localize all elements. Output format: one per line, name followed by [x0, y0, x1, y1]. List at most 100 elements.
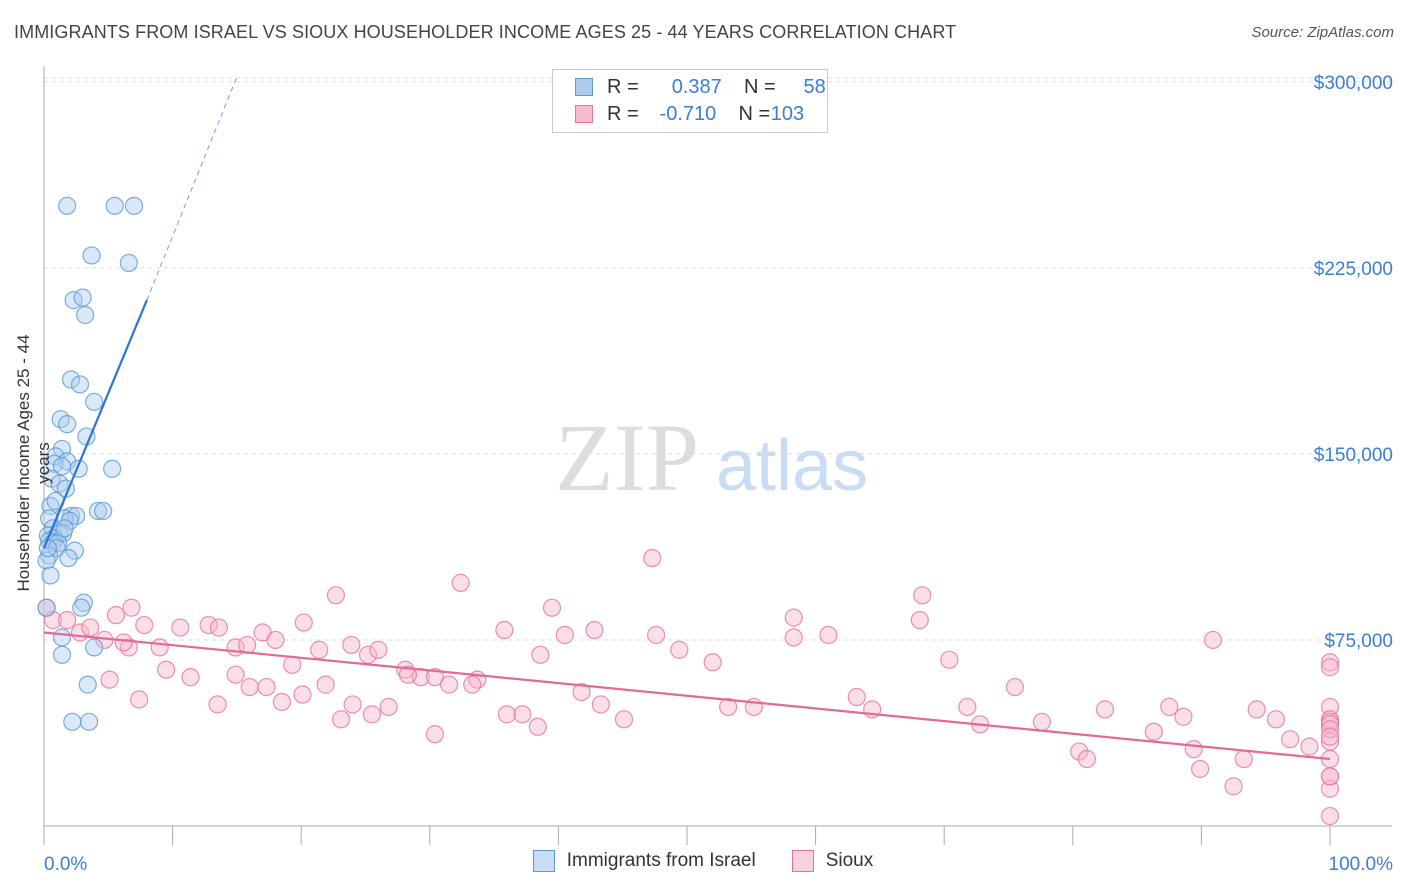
sioux-point: [240, 677, 259, 697]
sioux-point: [719, 697, 738, 717]
sioux-point: [1224, 777, 1243, 796]
sioux-point: [1281, 730, 1300, 749]
chart-title: IMMIGRANTS FROM ISRAEL VS SIOUX HOUSEHOL…: [14, 22, 957, 42]
sioux-point: [342, 635, 361, 655]
r-label: R =: [607, 75, 639, 98]
legend-swatch-israel: [575, 78, 593, 96]
sioux-point: [513, 705, 532, 724]
sioux-point: [1144, 722, 1163, 741]
sioux-point: [643, 548, 662, 568]
y-axis-label: Householder Income Ages 25 - 44 years: [14, 334, 53, 592]
israel-point: [52, 628, 72, 647]
sioux-point: [572, 682, 591, 702]
sioux-point: [1184, 739, 1203, 759]
sioux-point: [1160, 697, 1179, 717]
r-label: R =: [607, 102, 639, 125]
sioux-point: [326, 586, 346, 605]
israel-point: [65, 541, 84, 560]
sioux-point: [703, 653, 722, 672]
sioux-point: [555, 625, 574, 645]
sioux-point: [1095, 700, 1115, 719]
sioux-point: [130, 690, 149, 709]
sioux-point: [439, 675, 459, 694]
legend-swatch-sioux: [575, 105, 593, 123]
x-tick-labels: 0.0% 100.0%: [44, 854, 1393, 875]
israel-trend-line: [42, 299, 148, 549]
israel-point: [105, 196, 124, 215]
sioux-point: [528, 717, 547, 736]
sioux-point: [425, 668, 445, 687]
israel-point: [82, 246, 101, 265]
israel-point: [78, 675, 97, 694]
watermark: ZIP atlas: [555, 404, 868, 511]
sioux-point: [114, 633, 133, 652]
n-value: 103: [770, 102, 805, 125]
sioux-point: [122, 598, 141, 617]
sioux-point: [1234, 749, 1253, 769]
israel-point: [40, 546, 59, 565]
sioux-point: [58, 611, 77, 630]
israel-point: [41, 566, 60, 585]
sioux-point: [1032, 712, 1052, 731]
israel-point: [46, 447, 65, 466]
sioux-point: [316, 675, 335, 694]
sioux-point: [331, 710, 351, 729]
sioux-point: [495, 620, 514, 640]
sioux-point: [272, 692, 292, 712]
sioux-point: [135, 615, 154, 635]
israel-point: [124, 196, 144, 215]
sioux-point: [119, 638, 138, 657]
sioux-point: [294, 613, 313, 632]
israel-point: [74, 593, 93, 612]
sioux-point: [463, 675, 482, 694]
watermark-zip: ZIP: [555, 404, 699, 511]
sioux-point: [940, 650, 959, 669]
legend-item-israel: Immigrants from Israel: [532, 850, 756, 872]
israel-point: [85, 392, 104, 411]
sioux-point: [398, 665, 418, 684]
sioux-point: [150, 638, 169, 657]
israel-point: [63, 712, 82, 731]
sioux-point: [310, 640, 329, 659]
axes: [43, 66, 1392, 845]
sioux-point: [784, 608, 803, 627]
israel-point: [103, 459, 122, 478]
sioux-point: [181, 668, 200, 687]
israel-point: [59, 548, 78, 568]
series-sioux-points: [37, 548, 1340, 826]
source-label: Source: ZipAtlas.com: [1251, 24, 1394, 41]
sioux-point: [1320, 720, 1340, 739]
sioux-point: [106, 606, 126, 625]
israel-point: [55, 519, 74, 538]
sioux-point: [226, 665, 245, 684]
israel-point: [94, 501, 113, 521]
sioux-point: [1203, 630, 1223, 650]
sioux-point: [910, 611, 929, 630]
sioux-point: [1320, 653, 1340, 672]
n-label: N =: [738, 102, 771, 125]
legend-label: Immigrants from Israel: [566, 850, 756, 871]
israel-point: [88, 501, 108, 521]
y-tick-label: $225,000: [1314, 259, 1393, 280]
watermark-atlas: atlas: [716, 426, 868, 506]
sioux-point: [293, 685, 312, 704]
sioux-point: [542, 598, 562, 617]
sioux-point: [819, 625, 838, 645]
sioux-point: [157, 660, 176, 679]
israel-point: [119, 253, 138, 272]
legend-row-sioux: R = -0.710 N = 103: [575, 102, 804, 126]
n-value: 58: [803, 75, 826, 98]
israel-point: [72, 598, 91, 617]
sioux-point: [362, 705, 382, 724]
sioux-point: [531, 645, 550, 664]
sioux-point: [670, 640, 689, 659]
israel-trend-extension: [146, 76, 238, 301]
israel-point: [70, 375, 90, 394]
sioux-point: [209, 618, 228, 637]
sioux-point: [81, 618, 100, 637]
sioux-point: [958, 697, 977, 717]
x-tick-label-end: 100.0%: [1329, 854, 1394, 875]
sioux-point: [591, 695, 610, 714]
series-legend: Immigrants from Israel Sioux: [0, 850, 1406, 872]
